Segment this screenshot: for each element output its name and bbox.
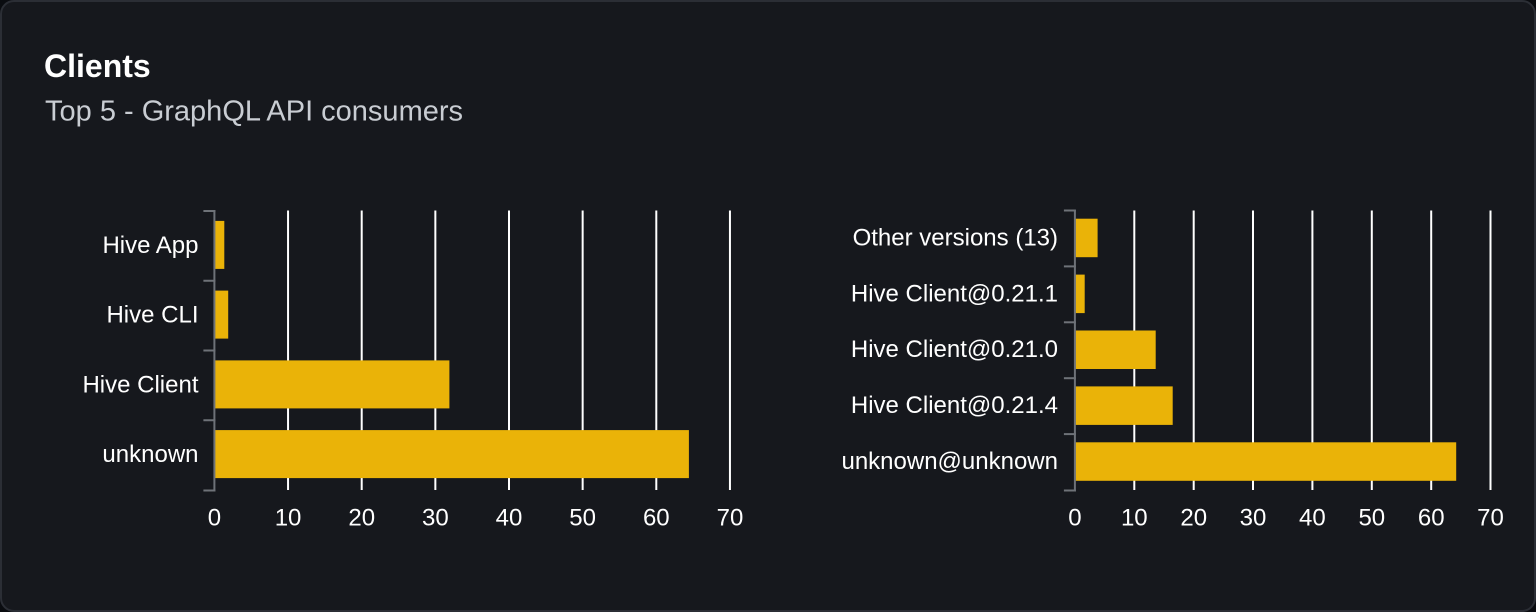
svg-text:unknown@unknown: unknown@unknown bbox=[841, 448, 1058, 475]
svg-text:20: 20 bbox=[1180, 505, 1207, 532]
svg-text:10: 10 bbox=[1121, 505, 1148, 532]
svg-text:70: 70 bbox=[717, 505, 744, 532]
svg-text:60: 60 bbox=[643, 505, 670, 532]
svg-text:40: 40 bbox=[496, 505, 523, 532]
svg-text:Hive Client@0.21.0: Hive Client@0.21.0 bbox=[851, 336, 1058, 363]
svg-text:10: 10 bbox=[275, 505, 302, 532]
svg-text:50: 50 bbox=[1358, 505, 1385, 532]
svg-text:50: 50 bbox=[569, 505, 596, 532]
svg-text:30: 30 bbox=[422, 505, 449, 532]
svg-text:Hive Client: Hive Client bbox=[82, 371, 198, 398]
svg-text:20: 20 bbox=[348, 505, 375, 532]
svg-text:0: 0 bbox=[1068, 505, 1081, 532]
svg-text:0: 0 bbox=[208, 505, 221, 532]
svg-text:Top 5 - GraphQL API consumers: Top 5 - GraphQL API consumers bbox=[45, 96, 463, 128]
svg-text:unknown: unknown bbox=[102, 441, 198, 468]
svg-text:Other versions (13): Other versions (13) bbox=[853, 224, 1058, 251]
svg-text:30: 30 bbox=[1240, 505, 1267, 532]
svg-text:Hive Client@0.21.4: Hive Client@0.21.4 bbox=[851, 392, 1058, 419]
svg-text:40: 40 bbox=[1299, 505, 1326, 532]
svg-text:70: 70 bbox=[1477, 505, 1504, 532]
svg-text:Clients: Clients bbox=[44, 48, 151, 84]
svg-text:Hive CLI: Hive CLI bbox=[106, 302, 198, 329]
svg-text:Hive Client@0.21.1: Hive Client@0.21.1 bbox=[851, 280, 1058, 307]
svg-text:Hive App: Hive App bbox=[102, 232, 198, 259]
svg-text:60: 60 bbox=[1418, 505, 1445, 532]
